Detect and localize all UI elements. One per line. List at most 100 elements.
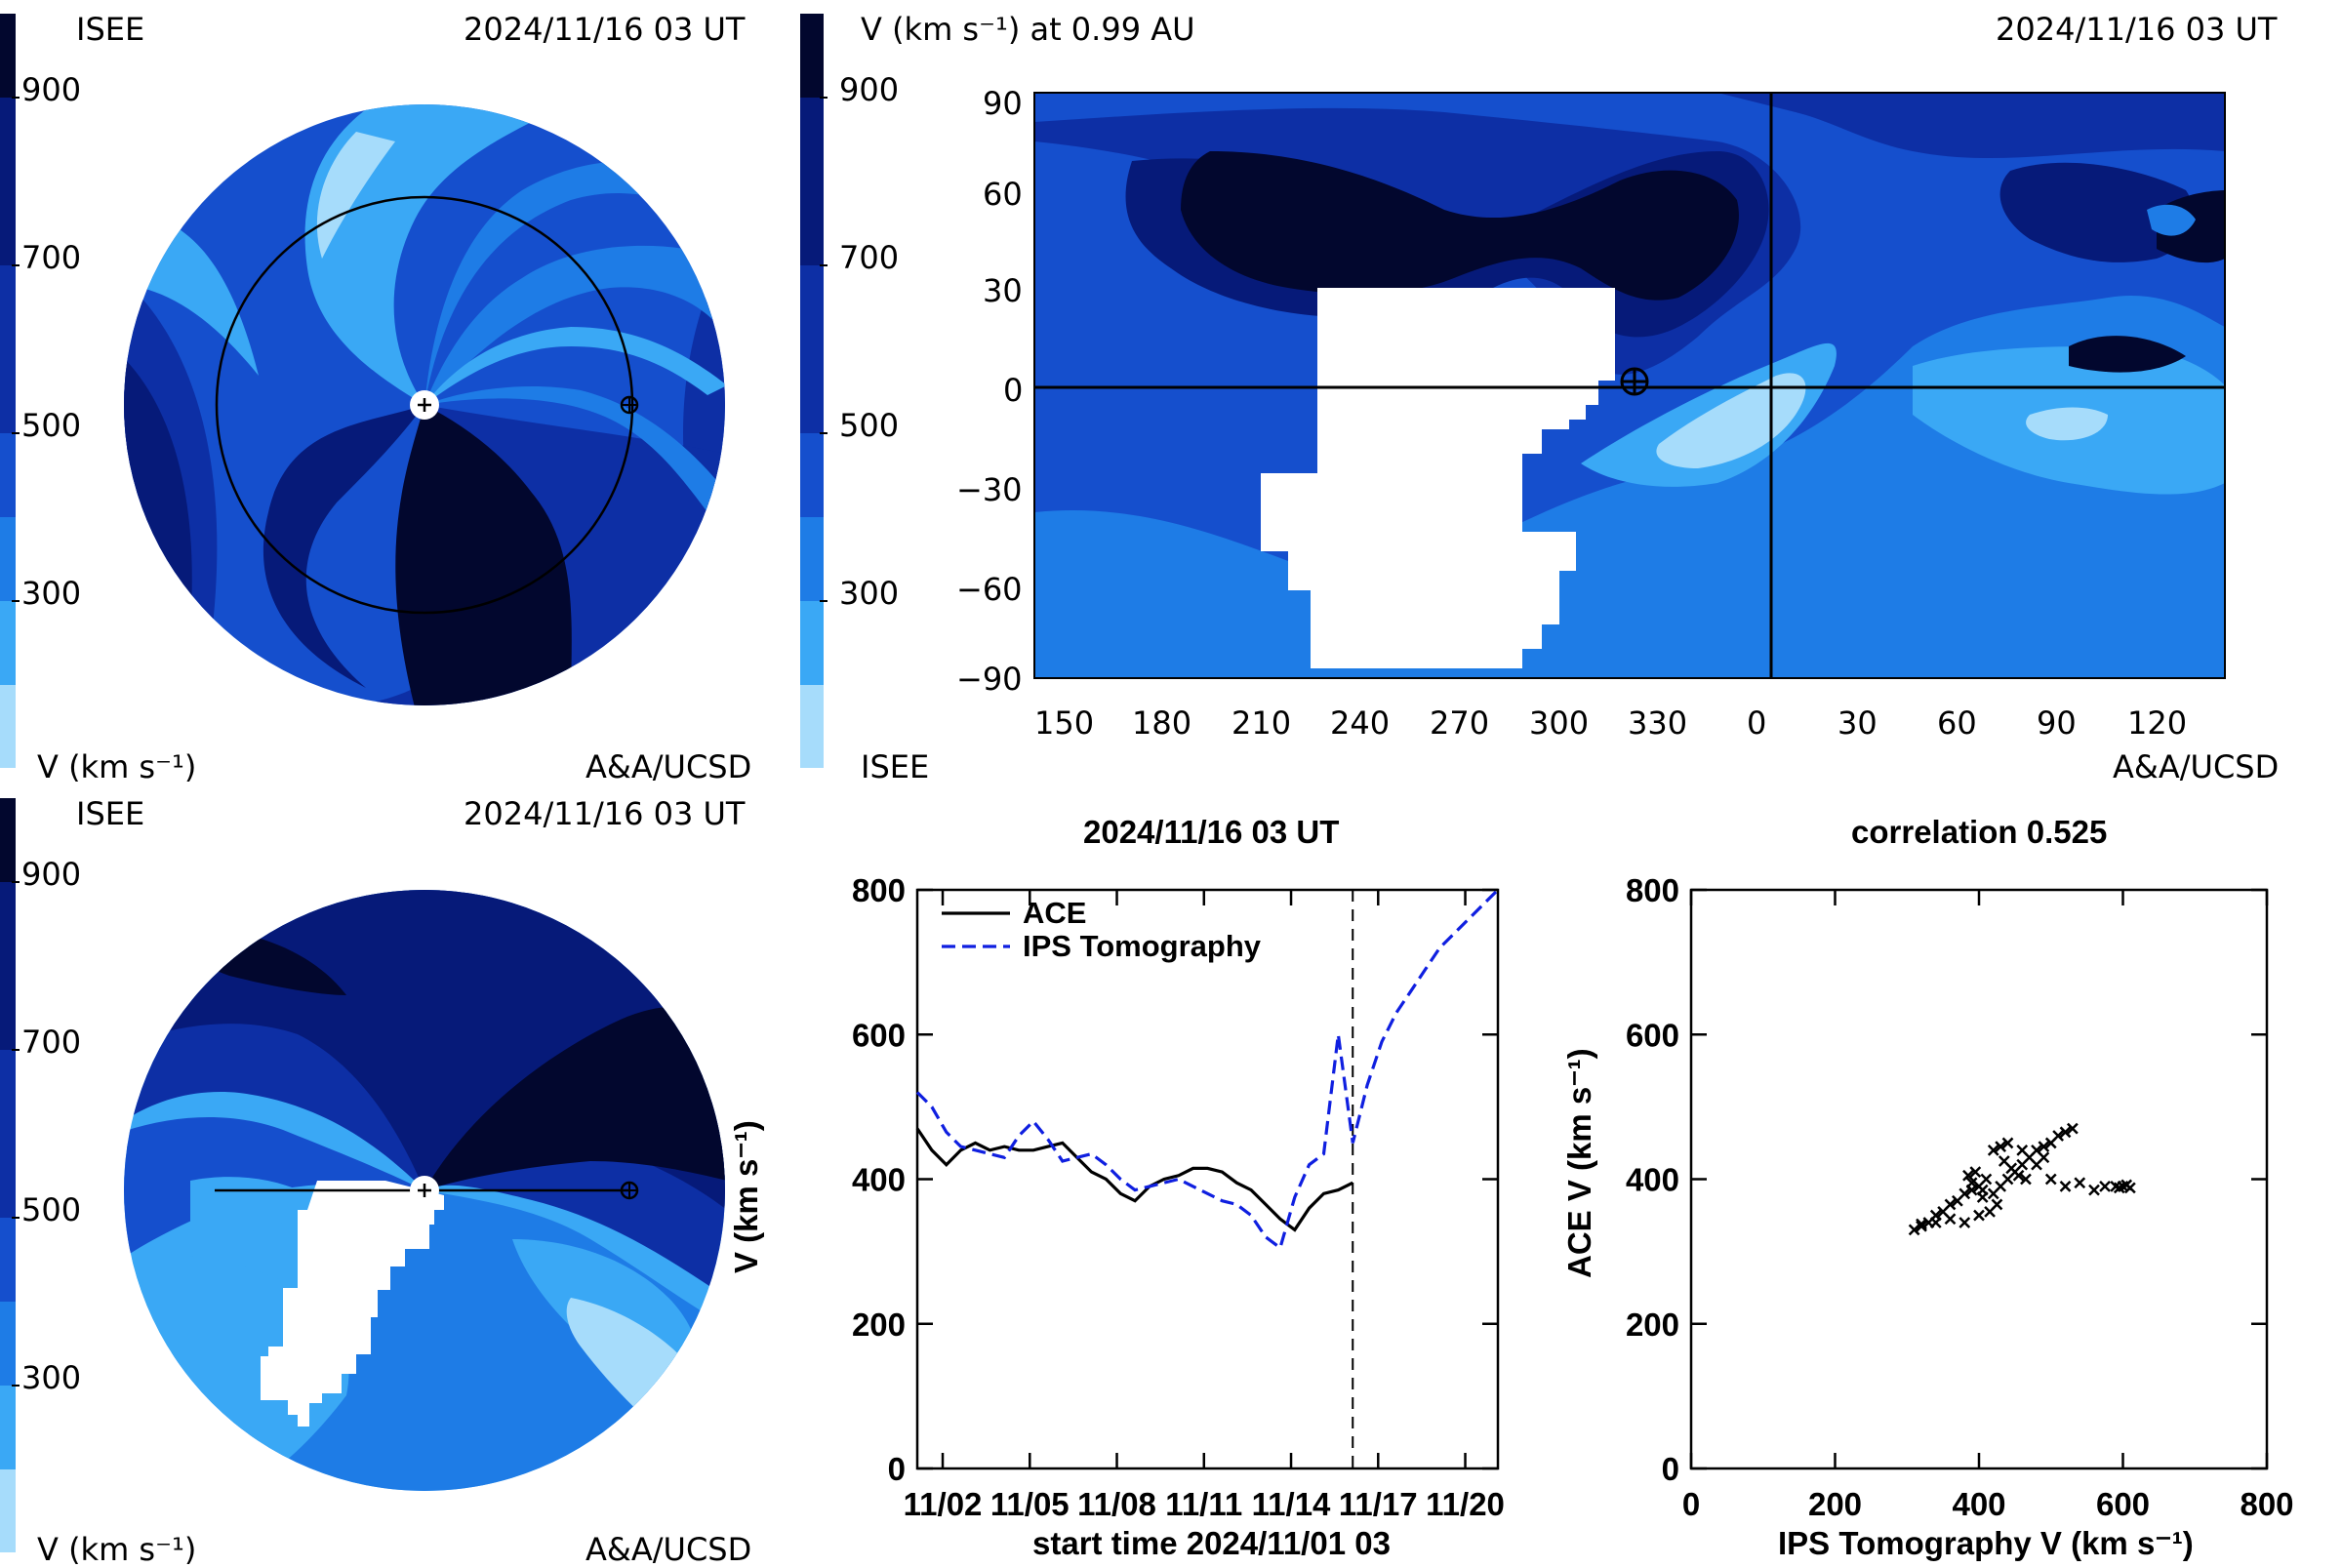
scatter-point bbox=[1944, 1213, 1957, 1226]
scatter-point bbox=[2001, 1137, 2014, 1149]
colorbar-tick bbox=[820, 432, 828, 434]
sun-cross bbox=[418, 1184, 431, 1197]
data-gap bbox=[261, 1181, 444, 1427]
y-tick-label: 800 bbox=[1626, 872, 1679, 908]
scatter-point bbox=[1969, 1166, 1982, 1178]
y-tick-label: 400 bbox=[1626, 1162, 1679, 1198]
data-gap bbox=[1261, 288, 1615, 668]
org-label: ISEE bbox=[76, 795, 145, 832]
y-tick-label: 600 bbox=[1626, 1017, 1679, 1053]
x-tick-label: 270 bbox=[1430, 704, 1490, 742]
y-tick-label: 90 bbox=[983, 85, 1023, 122]
speed-contour bbox=[304, 104, 571, 405]
colorbar-band bbox=[0, 601, 16, 685]
timestamp: 2024/11/16 03 UT bbox=[464, 11, 746, 48]
legend-label: ACE bbox=[1023, 896, 1087, 930]
x-tick-label: 210 bbox=[1232, 704, 1292, 742]
x-tick-label: 200 bbox=[1808, 1486, 1862, 1522]
colorbar-tick-label: 900 bbox=[839, 71, 900, 108]
scatter-point bbox=[1995, 1141, 2007, 1153]
speed-contour bbox=[424, 161, 707, 405]
y-tick-label: 200 bbox=[852, 1307, 906, 1343]
chart-title: correlation 0.525 bbox=[1851, 814, 2108, 850]
colorbar-band bbox=[800, 265, 824, 433]
colorbar-tick-label: 700 bbox=[21, 1024, 82, 1061]
polar-map-bottom-left bbox=[124, 890, 725, 1491]
x-tick-label: 330 bbox=[1628, 704, 1688, 742]
x-tick-label: 180 bbox=[1132, 704, 1192, 742]
colorbar-tick-label: 500 bbox=[839, 407, 900, 444]
legend-label: IPS Tomography bbox=[1023, 929, 1262, 963]
earth-icon bbox=[620, 395, 639, 415]
colorbar-band bbox=[0, 1218, 16, 1302]
colorbar-band bbox=[0, 14, 16, 98]
org-label: ISEE bbox=[861, 748, 930, 785]
x-tick-label: 300 bbox=[1529, 704, 1590, 742]
scatter-point bbox=[1916, 1218, 1927, 1230]
scatter-point bbox=[1958, 1187, 1971, 1200]
scatter-point bbox=[2059, 1126, 2072, 1139]
series-line-ips-tomography bbox=[915, 888, 1500, 1251]
colorbar-band bbox=[800, 601, 824, 685]
speed-contour bbox=[1034, 93, 2225, 159]
map-frame bbox=[1033, 92, 2226, 679]
scatter-point bbox=[2016, 1144, 2029, 1156]
y-tick-label: 0 bbox=[888, 1451, 906, 1487]
x-tick-label: 120 bbox=[2127, 704, 2188, 742]
scatter-point bbox=[1973, 1209, 1985, 1222]
polar-map-top-left bbox=[124, 104, 725, 705]
scatter-point bbox=[2012, 1169, 2025, 1182]
y-tick-label: 60 bbox=[983, 176, 1023, 213]
colorbar-tick-label: 900 bbox=[21, 856, 82, 893]
timestamp: 2024/11/16 03 UT bbox=[464, 795, 746, 832]
scatter-point bbox=[1944, 1198, 1957, 1211]
x-tick-label: 90 bbox=[2037, 704, 2077, 742]
timestamp: 2024/11/16 03 UT bbox=[1996, 11, 2278, 48]
y-tick-label: 400 bbox=[852, 1162, 906, 1198]
colorbar-band bbox=[0, 98, 16, 265]
colorbar-band bbox=[0, 1469, 16, 1552]
scatter-point bbox=[1987, 1144, 1999, 1156]
chart-title: 2024/11/16 03 UT bbox=[1083, 814, 1340, 850]
colorbar-tick-label: 700 bbox=[21, 239, 82, 276]
x-tick-label: 400 bbox=[1952, 1486, 2005, 1522]
colorbar-band bbox=[800, 14, 824, 98]
scatter-point bbox=[1991, 1198, 2003, 1211]
colorbar-tick bbox=[12, 264, 20, 266]
colorbar-tick bbox=[12, 432, 20, 434]
scatter-point bbox=[2113, 1182, 2125, 1194]
colorbar-tick-label: 300 bbox=[21, 1359, 82, 1396]
credit-label: A&A/UCSD bbox=[2113, 748, 2280, 785]
x-tick-label: 800 bbox=[2240, 1486, 2293, 1522]
sun-cross bbox=[418, 398, 431, 412]
x-axis-label: IPS Tomography V (km s⁻¹) bbox=[1778, 1525, 2194, 1561]
scatter-point bbox=[1929, 1217, 1942, 1228]
scatter-point bbox=[2038, 1141, 2050, 1153]
earth-icon bbox=[620, 1181, 639, 1200]
latlon-map bbox=[1033, 92, 2226, 679]
scatter-point bbox=[2074, 1177, 2086, 1189]
colorbar-tick bbox=[12, 600, 20, 602]
scatter-point bbox=[1958, 1217, 1971, 1228]
y-tick-label: −30 bbox=[956, 471, 1023, 508]
colorbar-tick-label: 900 bbox=[21, 71, 82, 108]
scatter-point bbox=[1980, 1173, 1993, 1186]
x-tick-label: 0 bbox=[1682, 1486, 1700, 1522]
colorbar-tick-label: 500 bbox=[21, 407, 82, 444]
colorbar-top-right bbox=[800, 14, 824, 768]
colorbar-tick-label: 500 bbox=[21, 1191, 82, 1228]
colorbar-band bbox=[800, 98, 824, 265]
x-tick-label: 11/17 bbox=[1339, 1486, 1418, 1522]
scatter-point bbox=[2099, 1181, 2111, 1192]
x-axis-label: start time 2024/11/01 03 bbox=[1032, 1525, 1391, 1561]
scatter-point bbox=[2020, 1173, 2032, 1186]
y-tick-label: −90 bbox=[956, 661, 1023, 698]
series-line-ace bbox=[915, 1127, 1354, 1232]
x-tick-label: 240 bbox=[1330, 704, 1391, 742]
y-tick-label: 0 bbox=[1662, 1451, 1679, 1487]
scatter-point bbox=[2052, 1130, 2065, 1142]
scatter-point bbox=[2066, 1122, 2079, 1135]
x-tick-label: 0 bbox=[1747, 704, 1767, 742]
colorbar-tick bbox=[820, 97, 828, 99]
org-label: ISEE bbox=[76, 11, 145, 48]
